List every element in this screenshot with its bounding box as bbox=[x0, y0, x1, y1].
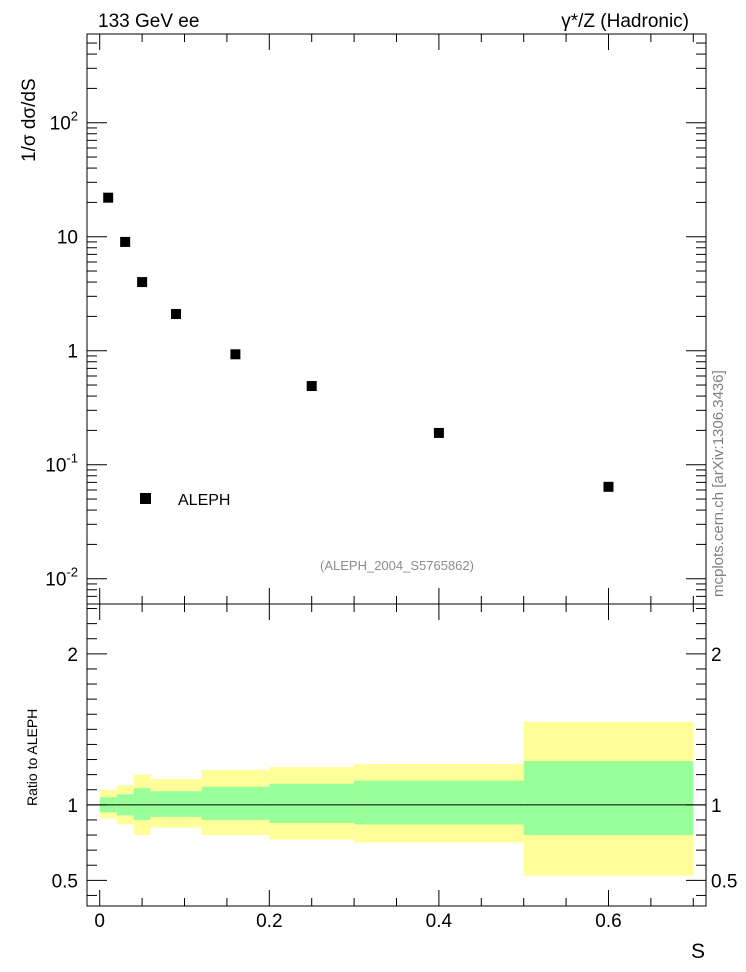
inner-band-bin bbox=[523, 761, 694, 836]
ratio-y-axis-label: Ratio to ALEPH bbox=[24, 709, 40, 806]
inner-band-bin bbox=[354, 780, 524, 825]
ratio-panel: 0.5 0.5 1 1 2 2 0 0.2 0.4 0.6 Ratio to ALEPH S bbox=[24, 603, 738, 963]
x-ticks bbox=[99, 604, 694, 906]
ratio-bands bbox=[99, 721, 694, 876]
main-y-tick-labels: 10-2 10-1 1 10 102 bbox=[45, 109, 78, 591]
header-right: γ*/Z (Hadronic) bbox=[561, 11, 689, 32]
ratio-y-tick-label-right: 2 bbox=[711, 645, 722, 666]
data-points bbox=[103, 192, 614, 492]
x-tick-label: 0.4 bbox=[426, 911, 453, 932]
x-axis-label: S bbox=[691, 940, 705, 963]
ratio-y-tick-label-right: 0.5 bbox=[711, 871, 737, 892]
ratio-y-tick-label-left: 1 bbox=[67, 796, 78, 817]
data-point bbox=[171, 308, 182, 319]
header-left: 133 GeV ee bbox=[98, 11, 199, 32]
side-label: mcplots.cern.ch [arXiv:1306.3436] bbox=[710, 370, 727, 597]
ratio-y-tick-label-left: 0.5 bbox=[52, 871, 78, 892]
ratio-y-tick-labels: 0.5 0.5 1 1 2 2 bbox=[52, 645, 738, 893]
x-tick-label: 0 bbox=[94, 911, 105, 932]
x-tick-label: 0.6 bbox=[595, 911, 621, 932]
inner-band-bin bbox=[269, 783, 355, 823]
main-frame bbox=[86, 33, 707, 605]
data-point bbox=[433, 427, 444, 438]
data-point bbox=[603, 481, 614, 492]
data-point bbox=[306, 381, 317, 392]
main-panel: 10-2 10-1 1 10 102 1/σ dσ/dS ALEPH (ALEPH_20… bbox=[19, 33, 707, 605]
main-y-tick-label: 10-2 bbox=[45, 565, 78, 591]
main-y-tick-label: 102 bbox=[50, 109, 78, 135]
data-point bbox=[120, 236, 131, 247]
legend-marker bbox=[140, 493, 151, 504]
main-y-tick-label: 10-1 bbox=[45, 451, 78, 477]
ratio-y-tick-label-left: 2 bbox=[67, 645, 78, 666]
main-y-axis-label: 1/σ dσ/dS bbox=[19, 78, 40, 162]
analysis-annotation: (ALEPH_2004_S5765862) bbox=[320, 558, 474, 573]
main-y-ticks bbox=[87, 33, 706, 605]
x-tick-labels: 0 0.2 0.4 0.6 bbox=[94, 911, 621, 932]
inner-band-bin bbox=[133, 788, 151, 820]
main-y-tick-label: 10 bbox=[57, 228, 78, 249]
inner-band-bin bbox=[201, 786, 270, 820]
data-point bbox=[230, 349, 241, 360]
ratio-y-tick-label-right: 1 bbox=[711, 796, 722, 817]
ratio-y-ticks bbox=[87, 608, 706, 896]
inner-band-bin bbox=[150, 791, 202, 817]
main-y-tick-label: 1 bbox=[67, 342, 78, 363]
x-tick-label: 0.2 bbox=[256, 911, 282, 932]
data-point bbox=[103, 192, 114, 203]
legend-label: ALEPH bbox=[178, 492, 230, 509]
data-point bbox=[137, 277, 148, 288]
